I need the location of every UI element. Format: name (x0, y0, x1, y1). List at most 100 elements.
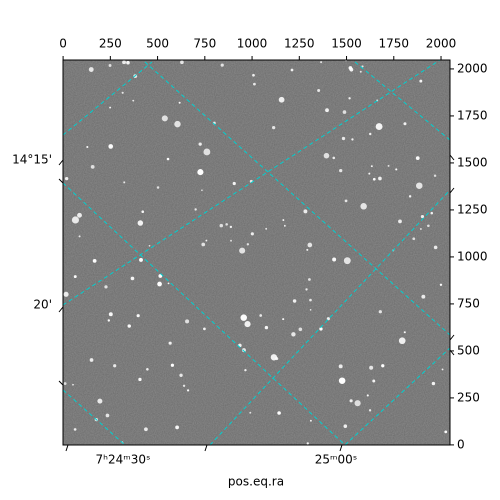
star (342, 110, 347, 114)
star (203, 327, 206, 331)
x-tick-label: 0 (59, 37, 67, 51)
star (427, 224, 430, 228)
star (252, 73, 255, 77)
star (320, 61, 323, 64)
star (375, 123, 383, 130)
star (306, 248, 309, 251)
star (359, 70, 362, 73)
star (344, 199, 348, 203)
star (197, 169, 204, 176)
star (348, 97, 351, 100)
star (161, 115, 168, 122)
star (139, 257, 143, 262)
star (246, 243, 250, 246)
star (298, 327, 303, 332)
star (290, 68, 294, 72)
star (430, 211, 434, 215)
x-tick-label: 500 (146, 37, 169, 51)
x-tick-label: 750 (193, 37, 216, 51)
y-tick-label: 0 (457, 437, 465, 451)
star (419, 79, 423, 83)
star (122, 60, 126, 65)
star (415, 156, 420, 161)
star (444, 430, 448, 434)
y-tick-label: 250 (457, 390, 480, 404)
image-noise (63, 60, 450, 445)
star (303, 209, 308, 214)
x-tick-label: 2000 (426, 37, 457, 51)
star (108, 63, 112, 67)
star (282, 219, 285, 221)
star (309, 309, 312, 311)
star (332, 156, 336, 160)
star (270, 354, 278, 361)
star (378, 310, 382, 314)
dec-tick (58, 178, 64, 184)
star (72, 383, 74, 386)
star (265, 227, 268, 230)
star (323, 152, 330, 159)
star (398, 337, 406, 345)
star (307, 242, 313, 248)
dec-tick (58, 159, 64, 166)
grid-line (344, 347, 450, 445)
star (431, 381, 436, 386)
ra-tick (65, 444, 69, 452)
dec-label: 14°15' (12, 153, 52, 167)
grid-line (209, 189, 450, 445)
wcs-ticks (58, 154, 455, 452)
star (370, 165, 373, 168)
grid-line (63, 60, 441, 306)
star (219, 223, 224, 228)
star (319, 327, 323, 331)
star (141, 210, 145, 214)
star (63, 382, 67, 385)
star (283, 224, 286, 227)
star (282, 318, 285, 321)
star (420, 214, 425, 219)
star (186, 389, 190, 392)
star (244, 368, 247, 372)
star (292, 299, 297, 303)
star (71, 216, 79, 224)
star (201, 189, 203, 192)
y-tick-label: 1000 (457, 249, 488, 263)
star (291, 332, 296, 337)
star (415, 182, 423, 189)
stars (63, 60, 448, 445)
x-tick-label: 1000 (237, 37, 268, 51)
star (372, 379, 376, 383)
star (175, 425, 179, 430)
star (220, 63, 224, 67)
star (136, 314, 140, 318)
star (138, 377, 142, 382)
star (412, 237, 416, 241)
x-axis-label: pos.eq.ra (228, 475, 284, 489)
star (309, 419, 312, 422)
star (73, 275, 77, 279)
star (123, 181, 126, 184)
star (351, 138, 354, 141)
star (205, 239, 208, 242)
dec-tick (449, 187, 455, 194)
star (361, 65, 364, 68)
star (339, 169, 343, 173)
star (146, 367, 149, 371)
dec-label: 20' (33, 298, 52, 312)
star (108, 144, 114, 149)
star (403, 331, 406, 334)
star (194, 208, 197, 211)
star (398, 219, 402, 224)
star (78, 235, 81, 238)
star (104, 285, 108, 289)
star (63, 291, 69, 297)
star (338, 364, 343, 369)
star (343, 257, 351, 265)
ra-tick (339, 444, 343, 452)
y-tick-label: 1250 (457, 202, 488, 216)
star (433, 245, 438, 250)
star (343, 424, 348, 429)
y-tick-label: 500 (457, 343, 480, 357)
star (420, 228, 422, 230)
